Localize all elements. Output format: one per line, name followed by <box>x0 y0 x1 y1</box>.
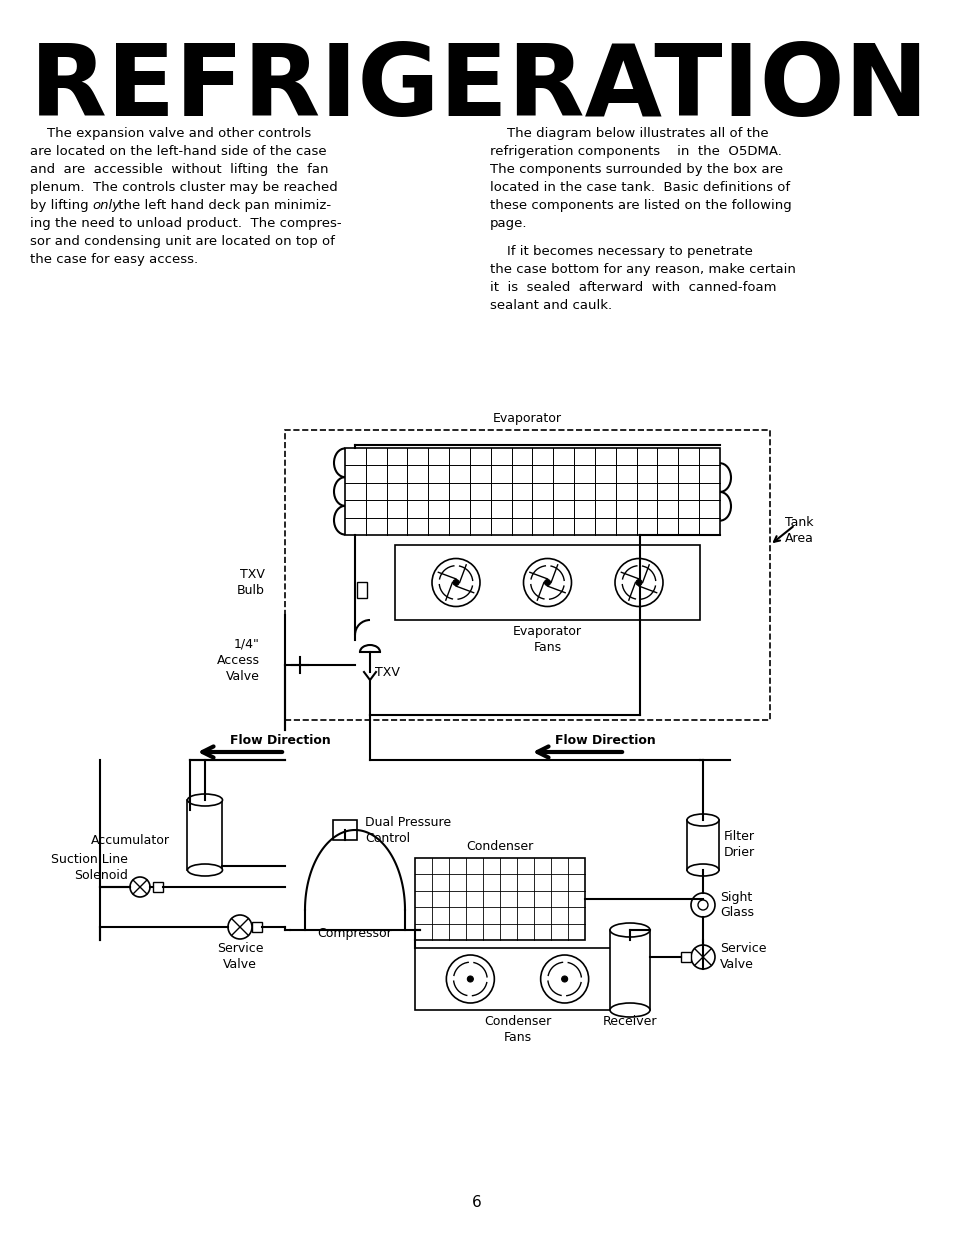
Text: the case for easy access.: the case for easy access. <box>30 253 198 266</box>
Bar <box>609 930 649 1010</box>
Bar <box>395 545 700 620</box>
Text: only: only <box>92 199 120 212</box>
Bar <box>285 430 769 720</box>
Ellipse shape <box>188 794 222 806</box>
Ellipse shape <box>686 864 719 876</box>
Bar <box>680 952 690 962</box>
Ellipse shape <box>609 1003 649 1016</box>
Text: ing the need to unload product.  The compres-: ing the need to unload product. The comp… <box>30 217 341 230</box>
Text: the case bottom for any reason, make certain: the case bottom for any reason, make cer… <box>490 263 795 275</box>
Text: 6: 6 <box>472 1195 481 1210</box>
Circle shape <box>130 877 150 897</box>
Text: sor and condensing unit are located on top of: sor and condensing unit are located on t… <box>30 235 335 248</box>
Text: Filter
Drier: Filter Drier <box>723 830 755 860</box>
Bar <box>415 858 584 940</box>
Text: refrigeration components    in  the  O5DMA.: refrigeration components in the O5DMA. <box>490 144 781 158</box>
Circle shape <box>446 955 494 1003</box>
Text: TXV
Bulb: TXV Bulb <box>237 568 265 597</box>
Circle shape <box>561 976 567 982</box>
Text: ​ the left hand deck pan minimiz-: ​ the left hand deck pan minimiz- <box>114 199 332 212</box>
Bar <box>252 923 262 932</box>
Bar <box>356 582 367 598</box>
Text: The expansion valve and other controls: The expansion valve and other controls <box>30 127 311 140</box>
Text: sealant and caulk.: sealant and caulk. <box>490 299 612 312</box>
Text: plenum.  The controls cluster may be reached: plenum. The controls cluster may be reac… <box>30 182 337 194</box>
Text: are located on the left-hand side of the case: are located on the left-hand side of the… <box>30 144 326 158</box>
Text: Receiver: Receiver <box>602 1015 657 1028</box>
Circle shape <box>540 955 588 1003</box>
Text: Service
Valve: Service Valve <box>216 942 263 971</box>
Circle shape <box>690 945 714 969</box>
Circle shape <box>544 579 550 585</box>
Text: these components are listed on the following: these components are listed on the follo… <box>490 199 791 212</box>
Circle shape <box>615 558 662 606</box>
Circle shape <box>690 893 714 918</box>
Text: Flow Direction: Flow Direction <box>230 734 331 746</box>
Text: Sight
Glass: Sight Glass <box>720 890 753 920</box>
Text: Condenser
Fans: Condenser Fans <box>483 1015 551 1044</box>
Bar <box>333 820 356 840</box>
Text: The diagram below illustrates all of the: The diagram below illustrates all of the <box>490 127 768 140</box>
Circle shape <box>228 915 252 939</box>
Bar <box>188 800 222 869</box>
Bar <box>415 948 619 1010</box>
Circle shape <box>432 558 479 606</box>
Ellipse shape <box>188 864 222 876</box>
Text: Condenser: Condenser <box>466 840 533 853</box>
Text: Tank
Area: Tank Area <box>784 515 813 545</box>
Text: Dual Pressure
Control: Dual Pressure Control <box>365 815 451 845</box>
Text: by lifting ​: by lifting ​ <box>30 199 92 212</box>
Text: If it becomes necessary to penetrate: If it becomes necessary to penetrate <box>490 245 752 258</box>
Text: page.: page. <box>490 217 527 230</box>
Ellipse shape <box>686 814 719 826</box>
Text: Service
Valve: Service Valve <box>720 942 765 972</box>
Text: Accumulator: Accumulator <box>91 834 170 846</box>
Circle shape <box>467 976 473 982</box>
Bar <box>686 820 719 869</box>
Circle shape <box>523 558 571 606</box>
Text: Suction Line
Solenoid: Suction Line Solenoid <box>51 853 128 882</box>
Text: TXV: TXV <box>375 666 399 678</box>
Bar <box>152 882 163 892</box>
Text: located in the case tank.  Basic definitions of: located in the case tank. Basic definiti… <box>490 182 789 194</box>
Circle shape <box>636 579 641 585</box>
Text: it  is  sealed  afterward  with  canned-foam: it is sealed afterward with canned-foam <box>490 282 776 294</box>
Text: and  are  accessible  without  lifting  the  fan: and are accessible without lifting the f… <box>30 163 328 177</box>
Text: Evaporator
Fans: Evaporator Fans <box>513 625 581 655</box>
Text: 1/4"
Access
Valve: 1/4" Access Valve <box>216 637 260 683</box>
Text: The components surrounded by the box are: The components surrounded by the box are <box>490 163 782 177</box>
Text: REFRIGERATION PIPING: REFRIGERATION PIPING <box>30 40 953 137</box>
Circle shape <box>698 900 707 910</box>
Ellipse shape <box>609 923 649 937</box>
Text: Evaporator: Evaporator <box>493 412 561 425</box>
Circle shape <box>453 579 458 585</box>
Text: Compressor: Compressor <box>317 927 392 941</box>
Text: Flow Direction: Flow Direction <box>555 734 655 746</box>
Bar <box>345 448 720 535</box>
